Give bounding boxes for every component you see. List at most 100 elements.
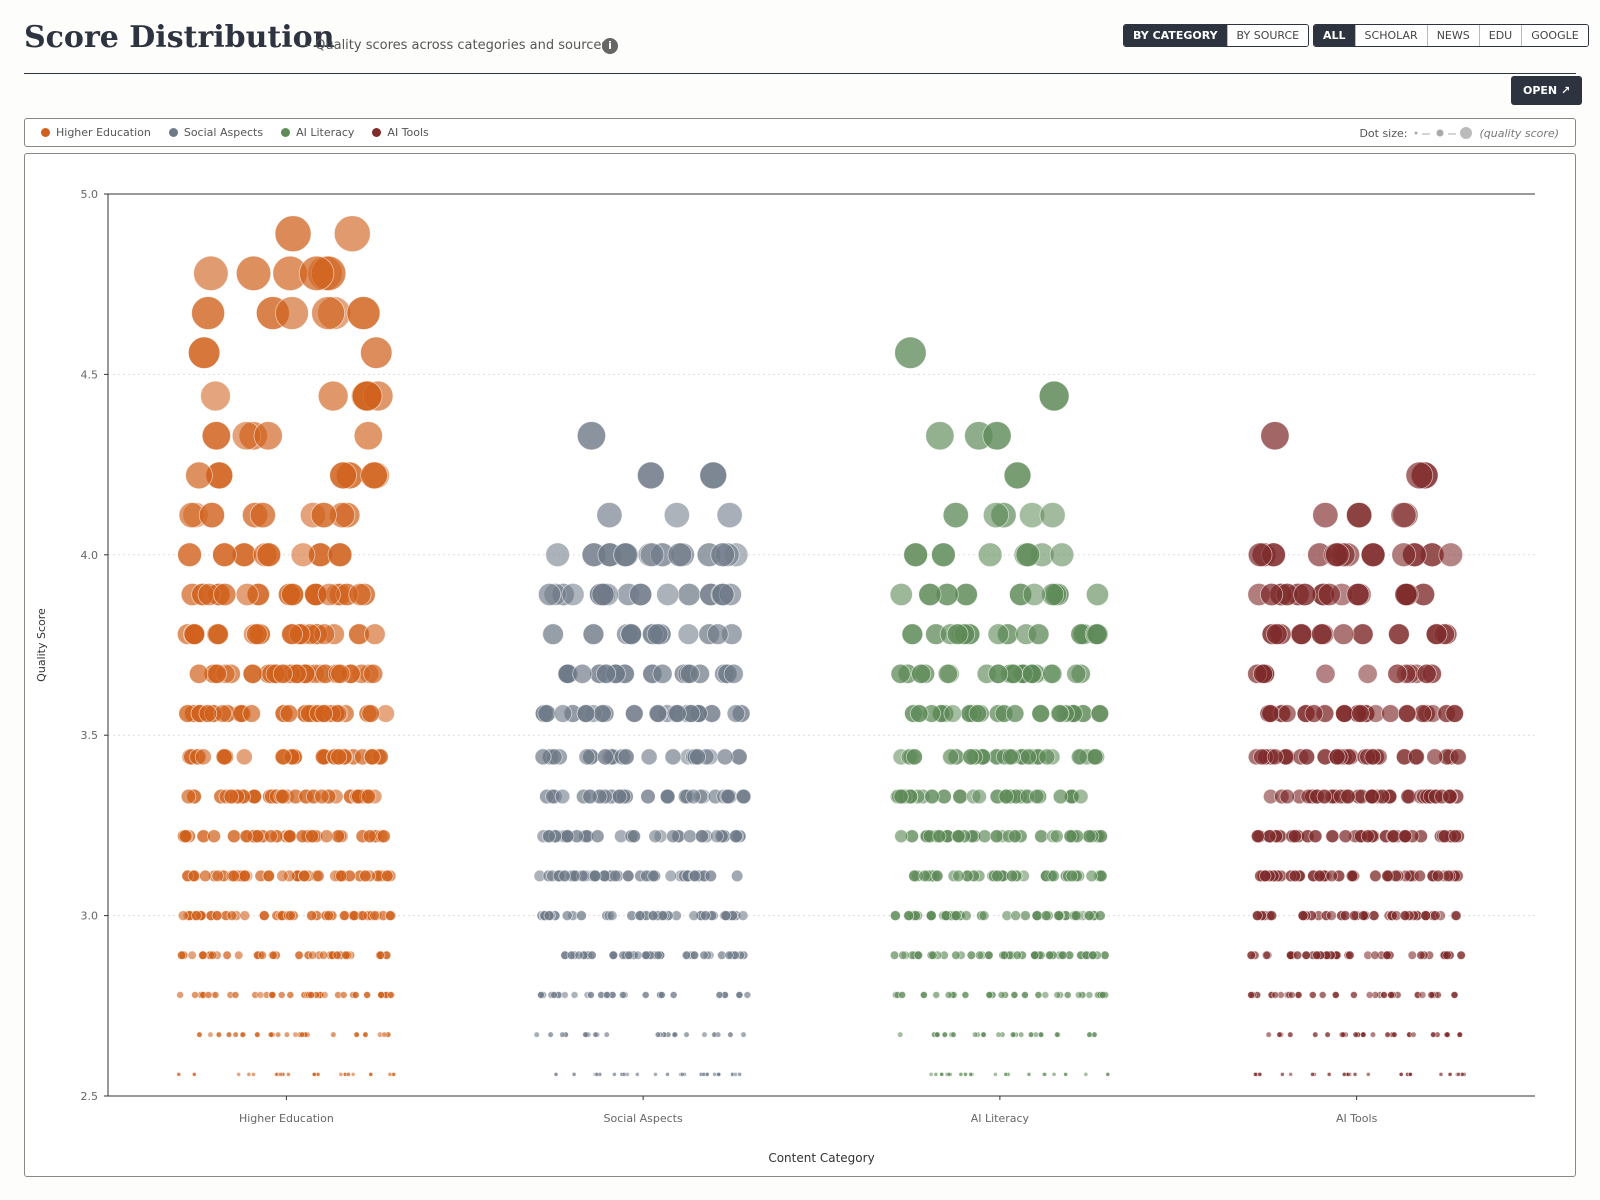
score-dot	[925, 421, 955, 451]
score-dot	[1380, 991, 1389, 999]
score-dot	[617, 748, 635, 766]
info-icon[interactable]: i	[602, 38, 618, 54]
score-dot	[273, 1071, 279, 1077]
score-dot	[934, 1031, 941, 1038]
score-dot	[928, 950, 938, 960]
score-dot	[176, 991, 185, 999]
score-dot	[361, 704, 380, 723]
score-dot	[652, 663, 673, 684]
legend-item[interactable]: AI Tools	[372, 126, 429, 139]
source-button[interactable]: SCHOLAR	[1354, 25, 1427, 46]
score-dot	[560, 829, 575, 844]
score-dot	[560, 991, 569, 999]
score-dot	[178, 829, 193, 844]
source-button[interactable]: NEWS	[1426, 25, 1479, 46]
score-dot	[364, 623, 386, 645]
score-dot	[677, 623, 700, 645]
score-dot	[654, 1031, 662, 1038]
score-dot	[1085, 869, 1098, 883]
view-button[interactable]: BY CATEGORY	[1124, 25, 1227, 46]
score-dot	[215, 748, 233, 766]
score-dot	[1450, 910, 1462, 922]
score-dot	[991, 869, 1004, 883]
view-button[interactable]: BY SOURCE	[1226, 25, 1309, 46]
size-key: Dot size: (quality score)	[1359, 126, 1559, 140]
score-dot	[254, 1031, 261, 1038]
score-dot	[1251, 910, 1263, 922]
score-dot	[341, 950, 351, 960]
score-dot	[1287, 991, 1296, 999]
open-button[interactable]: OPEN ↗	[1511, 76, 1583, 105]
source-button[interactable]: ALL	[1314, 25, 1355, 46]
score-dot	[1447, 1071, 1453, 1077]
score-dot	[1427, 991, 1436, 999]
score-dot	[627, 829, 641, 844]
score-dot	[264, 829, 278, 844]
score-dot	[1288, 829, 1302, 844]
score-dot	[622, 869, 635, 883]
score-dot	[541, 829, 556, 844]
score-dot	[1292, 950, 1303, 960]
score-dot	[331, 829, 346, 844]
score-dot	[310, 502, 337, 529]
score-dot	[918, 869, 931, 883]
score-dot	[641, 991, 650, 999]
score-dot	[235, 748, 253, 766]
score-dot	[911, 663, 932, 684]
score-dot	[350, 1071, 356, 1077]
score-dot	[1400, 788, 1416, 805]
score-dot	[537, 991, 545, 999]
legend-items: Higher Education Social Aspects AI Literac…	[41, 126, 429, 139]
score-dot	[1034, 829, 1049, 844]
score-dot	[298, 255, 335, 292]
score-dot	[999, 950, 1010, 960]
score-dot	[993, 1071, 998, 1077]
legend-item[interactable]: Higher Education	[41, 126, 151, 139]
score-dot	[1042, 1071, 1048, 1077]
legend-item[interactable]: Social Aspects	[168, 126, 263, 139]
score-dot	[893, 788, 909, 805]
legend-label: AI Literacy	[296, 126, 355, 139]
score-dot	[582, 788, 598, 805]
score-dot	[1086, 1031, 1093, 1038]
score-dot	[1364, 788, 1380, 805]
score-dot	[1338, 829, 1353, 844]
score-dot	[236, 1071, 242, 1077]
score-dot	[688, 910, 700, 922]
score-dot	[1100, 950, 1110, 960]
score-dot	[1335, 704, 1354, 723]
score-dot	[946, 623, 969, 645]
score-dot	[595, 663, 617, 684]
score-dot	[1015, 542, 1041, 568]
score-dot	[282, 829, 297, 844]
score-dot	[274, 748, 292, 766]
score-dot	[679, 663, 700, 684]
score-dot	[590, 829, 605, 844]
score-dot	[1346, 502, 1373, 529]
score-dot	[550, 991, 558, 999]
score-dot	[903, 542, 928, 568]
score-dot	[950, 1031, 957, 1038]
score-dot	[952, 869, 965, 883]
score-dot	[647, 869, 660, 883]
score-dot	[246, 623, 268, 645]
score-dot	[977, 542, 1003, 568]
size-dots	[1414, 127, 1473, 139]
legend-item[interactable]: AI Literacy	[281, 126, 354, 139]
score-dot	[689, 950, 700, 960]
score-dot	[183, 623, 206, 645]
score-dot	[1005, 869, 1019, 883]
source-button[interactable]: GOOGLE	[1521, 25, 1588, 46]
score-dot	[578, 748, 596, 766]
score-dot	[640, 788, 656, 805]
score-dot	[894, 829, 909, 844]
score-dot	[1449, 748, 1467, 766]
score-dot	[919, 991, 928, 999]
score-dot	[1391, 1031, 1398, 1038]
score-dot	[1094, 910, 1106, 922]
score-dot	[561, 910, 573, 922]
score-dot	[258, 910, 270, 922]
score-dot	[554, 788, 571, 805]
source-button[interactable]: EDU	[1478, 25, 1522, 46]
score-dot	[1063, 991, 1072, 999]
